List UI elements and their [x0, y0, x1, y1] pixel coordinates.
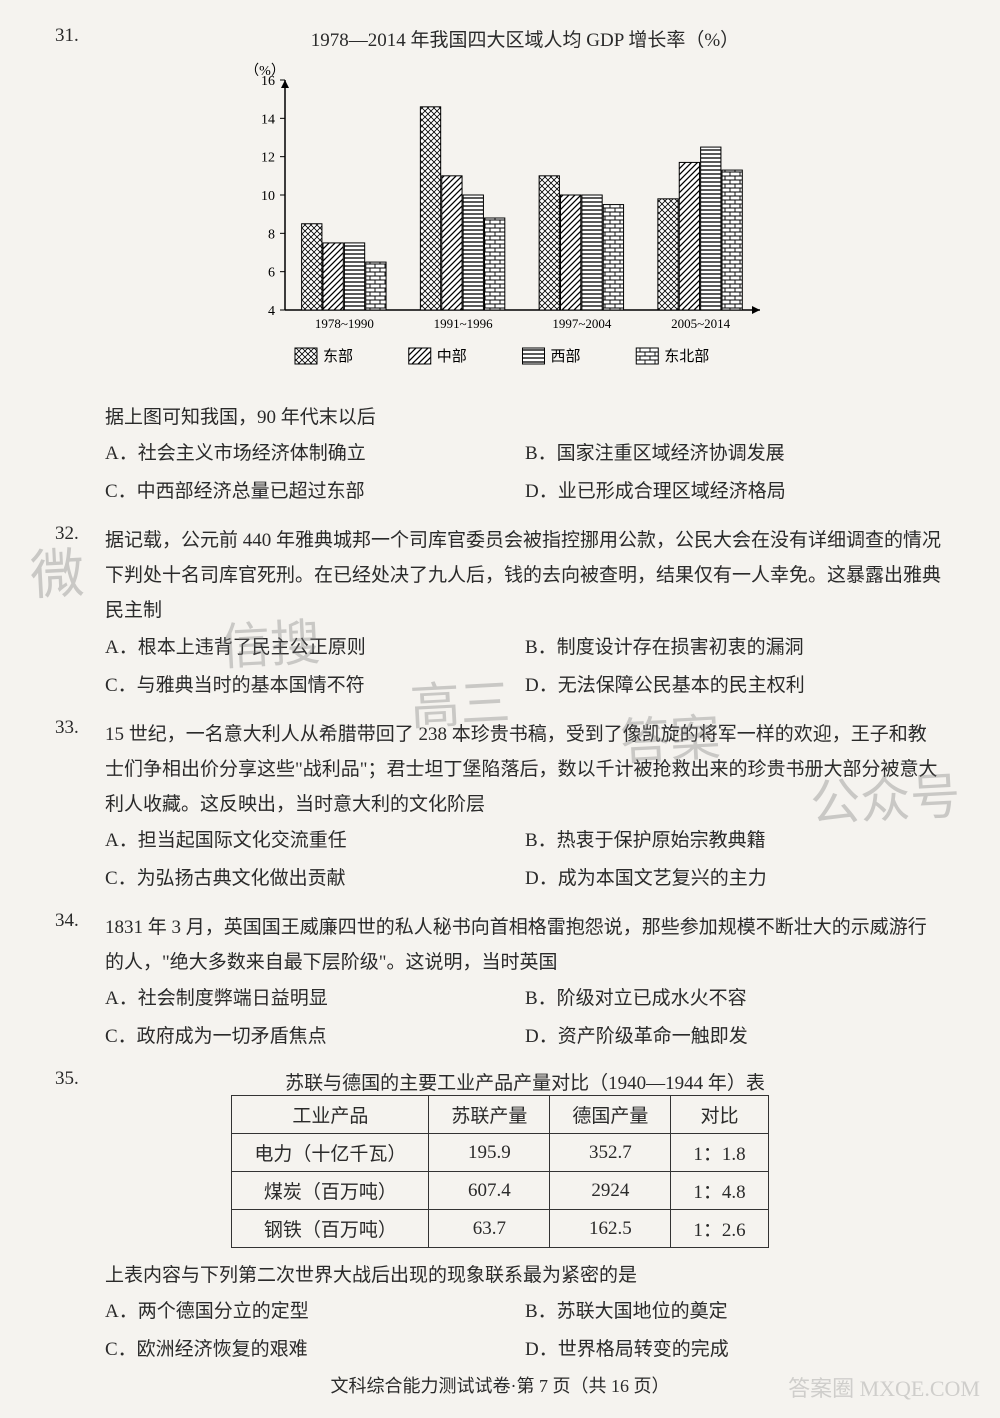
q32-options: A．根本上违背了民主公正原则 B．制度设计存在损害初衷的漏洞 C．与雅典当时的基…: [105, 629, 945, 705]
q33-option-d: D．成为本国文艺复兴的主力: [525, 860, 945, 898]
table-cell: 1：1.8: [671, 1134, 768, 1172]
svg-text:6: 6: [268, 266, 275, 281]
q34-option-d: D．资产阶级革命一触即发: [525, 1018, 945, 1056]
q35-option-d: D．世界格局转变的完成: [525, 1331, 945, 1369]
q35-table: 工业产品苏联产量德国产量对比电力（十亿千瓦）195.9352.71：1.8煤炭（…: [231, 1095, 768, 1248]
q35-option-a: A．两个德国分立的定型: [105, 1293, 525, 1331]
q34-option-b: B．阶级对立已成水火不容: [525, 980, 945, 1018]
svg-text:中部: 中部: [437, 348, 467, 365]
table-cell: 1：4.8: [671, 1172, 768, 1210]
table-row: 电力（十亿千瓦）195.9352.71：1.8: [232, 1134, 768, 1172]
svg-text:1978~1990: 1978~1990: [315, 316, 374, 331]
q31-chart-svg: （%）468101214161978~19901991~19961997~200…: [230, 60, 770, 390]
question-31: 31. 1978—2014 年我国四大区域人均 GDP 增长率（%） （%）46…: [55, 25, 945, 511]
table-cell: 电力（十亿千瓦）: [232, 1134, 429, 1172]
svg-text:西部: 西部: [551, 348, 581, 365]
q35-number: 35.: [55, 1068, 105, 1090]
q34-stem: 1831 年 3 月，英国国王威廉四世的私人秘书向首相格雷抱怨说，那些参加规模不…: [105, 910, 945, 980]
q31-number: 31.: [55, 25, 105, 47]
q31-header: 31. 1978—2014 年我国四大区域人均 GDP 增长率（%）: [55, 25, 945, 60]
q33-option-c: C．为弘扬古典文化做出贡献: [105, 860, 525, 898]
q32-option-b: B．制度设计存在损害初衷的漏洞: [525, 629, 945, 667]
table-row: 钢铁（百万吨）63.7162.51：2.6: [232, 1210, 768, 1248]
q31-option-a: A．社会主义市场经济体制确立: [105, 435, 525, 473]
q32-option-d: D．无法保障公民基本的民主权利: [525, 667, 945, 705]
table-header-cell: 德国产量: [550, 1096, 671, 1134]
question-32: 32. 据记载，公元前 440 年雅典城邦一个司库官委员会被指控挪用公款，公民大…: [55, 523, 945, 704]
question-35: 35. 苏联与德国的主要工业产品产量对比（1940—1944 年）表 工业产品苏…: [55, 1068, 945, 1369]
question-34: 34. 1831 年 3 月，英国国王威廉四世的私人秘书向首相格雷抱怨说，那些参…: [55, 910, 945, 1056]
q32-header: 32. 据记载，公元前 440 年雅典城邦一个司库官委员会被指控挪用公款，公民大…: [55, 523, 945, 628]
svg-text:10: 10: [261, 189, 275, 204]
table-cell: 1：2.6: [671, 1210, 768, 1248]
q35-option-c: C．欧洲经济恢复的艰难: [105, 1331, 525, 1369]
table-cell: 352.7: [550, 1134, 671, 1172]
q31-chart-title: 1978—2014 年我国四大区域人均 GDP 增长率（%）: [105, 25, 945, 52]
q31-stem: 据上图可知我国，90 年代末以后: [105, 400, 945, 435]
q35-stem: 上表内容与下列第二次世界大战后出现的现象联系最为紧密的是: [105, 1258, 945, 1293]
table-cell: 煤炭（百万吨）: [232, 1172, 429, 1210]
table-row: 煤炭（百万吨）607.429241：4.8: [232, 1172, 768, 1210]
table-cell: 195.9: [429, 1134, 550, 1172]
q35-options: A．两个德国分立的定型 B．苏联大国地位的奠定 C．欧洲经济恢复的艰难 D．世界…: [105, 1293, 945, 1369]
svg-text:8: 8: [268, 227, 275, 242]
q34-option-c: C．政府成为一切矛盾焦点: [105, 1018, 525, 1056]
q31-options: A．社会主义市场经济体制确立 B．国家注重区域经济协调发展 C．中西部经济总量已…: [105, 435, 945, 511]
svg-text:1997~2004: 1997~2004: [552, 316, 612, 331]
q35-header: 35. 苏联与德国的主要工业产品产量对比（1940—1944 年）表: [55, 1068, 945, 1095]
q35-table-title: 苏联与德国的主要工业产品产量对比（1940—1944 年）表: [105, 1068, 945, 1095]
q32-number: 32.: [55, 523, 105, 545]
table-cell: 162.5: [550, 1210, 671, 1248]
question-33: 33. 15 世纪，一名意大利人从希腊带回了 238 本珍贵书稿，受到了像凯旋的…: [55, 717, 945, 898]
q34-header: 34. 1831 年 3 月，英国国王威廉四世的私人秘书向首相格雷抱怨说，那些参…: [55, 910, 945, 980]
svg-text:东部: 东部: [323, 348, 353, 365]
table-header-cell: 工业产品: [232, 1096, 429, 1134]
svg-text:14: 14: [261, 112, 275, 127]
svg-text:2005~2014: 2005~2014: [671, 316, 731, 331]
svg-text:东北部: 东北部: [664, 348, 709, 365]
q33-option-a: A．担当起国际文化交流重任: [105, 822, 525, 860]
q31-option-b: B．国家注重区域经济协调发展: [525, 435, 945, 473]
q32-stem: 据记载，公元前 440 年雅典城邦一个司库官委员会被指控挪用公款，公民大会在没有…: [105, 523, 945, 628]
q33-header: 33. 15 世纪，一名意大利人从希腊带回了 238 本珍贵书稿，受到了像凯旋的…: [55, 717, 945, 822]
q35-option-b: B．苏联大国地位的奠定: [525, 1293, 945, 1331]
table-header-cell: 苏联产量: [429, 1096, 550, 1134]
svg-text:12: 12: [261, 151, 275, 166]
q31-option-c: C．中西部经济总量已超过东部: [105, 473, 525, 511]
table-cell: 2924: [550, 1172, 671, 1210]
q31-chart: （%）468101214161978~19901991~19961997~200…: [230, 60, 770, 390]
table-cell: 钢铁（百万吨）: [232, 1210, 429, 1248]
q34-number: 34.: [55, 910, 105, 932]
svg-text:16: 16: [261, 74, 275, 89]
q34-options: A．社会制度弊端日益明显 B．阶级对立已成水火不容 C．政府成为一切矛盾焦点 D…: [105, 980, 945, 1056]
q34-option-a: A．社会制度弊端日益明显: [105, 980, 525, 1018]
svg-text:1991~1996: 1991~1996: [434, 316, 494, 331]
table-header-cell: 对比: [671, 1096, 768, 1134]
q32-option-a: A．根本上违背了民主公正原则: [105, 629, 525, 667]
q32-option-c: C．与雅典当时的基本国情不符: [105, 667, 525, 705]
table-cell: 63.7: [429, 1210, 550, 1248]
q33-options: A．担当起国际文化交流重任 B．热衷于保护原始宗教典籍 C．为弘扬古典文化做出贡…: [105, 822, 945, 898]
q33-number: 33.: [55, 717, 105, 739]
corner-watermark: 答案圈 MXQE.COM: [788, 1371, 980, 1403]
q33-stem: 15 世纪，一名意大利人从希腊带回了 238 本珍贵书稿，受到了像凯旋的将军一样…: [105, 717, 945, 822]
q33-option-b: B．热衷于保护原始宗教典籍: [525, 822, 945, 860]
svg-text:4: 4: [268, 304, 275, 319]
table-cell: 607.4: [429, 1172, 550, 1210]
q31-option-d: D．业已形成合理区域经济格局: [525, 473, 945, 511]
